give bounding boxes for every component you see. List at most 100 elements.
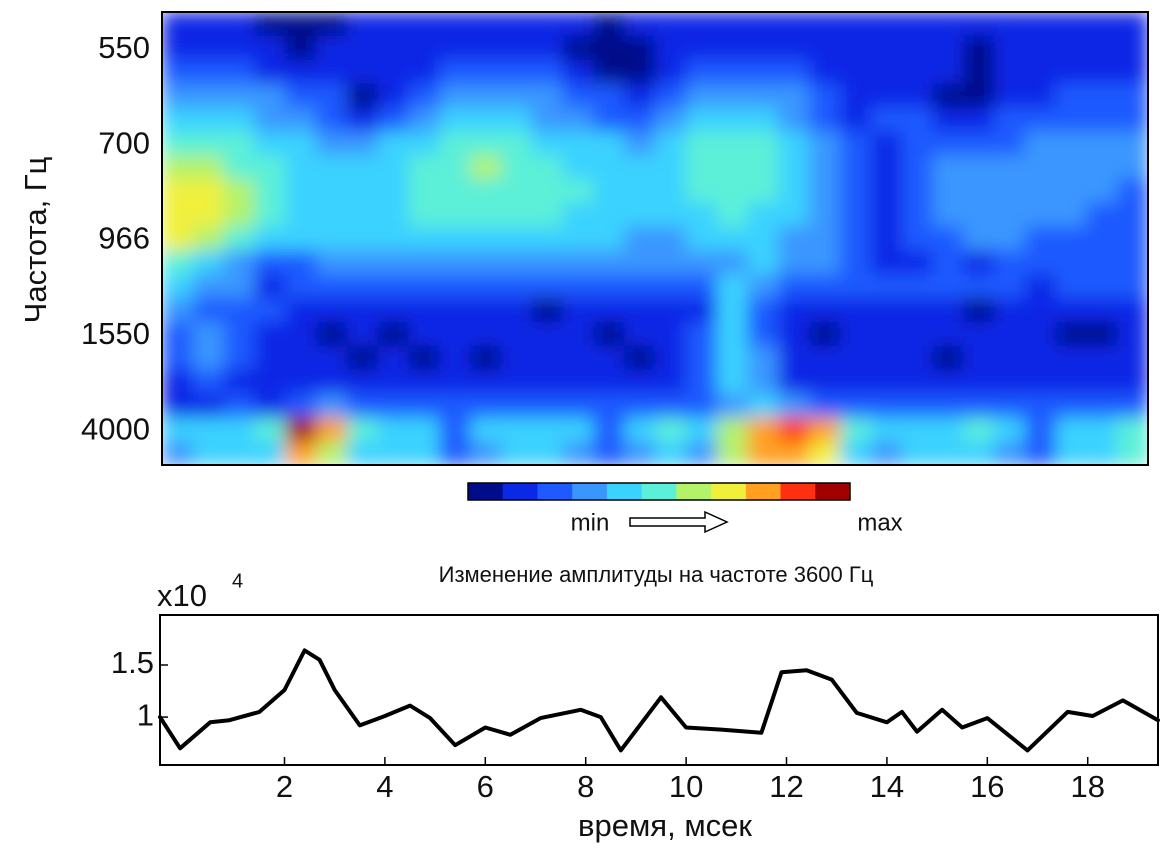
heatmap-cell xyxy=(993,441,1026,465)
heatmap-cell xyxy=(747,298,779,323)
heatmap-cell xyxy=(500,226,533,252)
heatmap-cell xyxy=(531,274,564,299)
heatmap-cell xyxy=(593,298,625,323)
heatmap-cell xyxy=(870,417,903,442)
heatmap-cell xyxy=(1117,226,1148,252)
colorbar-min: min xyxy=(571,509,610,536)
heatmap-cell xyxy=(747,393,779,418)
heatmap-cell xyxy=(839,369,872,395)
heatmap-cell xyxy=(531,345,564,371)
heatmap-cell xyxy=(192,345,225,371)
heatmap-cell xyxy=(192,393,225,418)
heatmap-cell xyxy=(316,83,348,108)
heatmap-cell xyxy=(1024,131,1057,156)
heatmap-cell xyxy=(316,369,348,395)
heatmap-cell xyxy=(500,345,533,371)
heatmap-cell xyxy=(1117,107,1148,132)
heatmap-cell xyxy=(346,59,379,85)
heatmap-cell xyxy=(901,12,933,37)
heatmap-cell xyxy=(593,441,625,465)
heatmap-cell xyxy=(778,250,810,275)
heatmap-cell xyxy=(223,83,256,108)
heatmap-cell xyxy=(809,321,841,347)
heatmap-cell xyxy=(377,59,410,85)
heatmap-cell xyxy=(316,226,348,252)
heatmap-cell xyxy=(408,107,440,132)
heatmap-cell xyxy=(223,417,256,442)
heatmap-cell xyxy=(1117,321,1148,347)
heatmap-cell xyxy=(254,131,286,156)
heatmap-cell xyxy=(993,298,1026,323)
heatmap-cell xyxy=(593,59,625,85)
heatmap-cell xyxy=(870,441,903,465)
heatmap-cell xyxy=(285,298,317,323)
heatmap-cell xyxy=(932,178,964,204)
colorbar-max: max xyxy=(857,509,902,536)
heatmap-cell xyxy=(192,250,225,275)
heatmap-cell xyxy=(192,226,225,252)
heatmap-cell xyxy=(500,298,533,323)
heatmap-cell xyxy=(346,369,379,395)
heatmap-cell xyxy=(346,441,379,465)
heatmap-cell xyxy=(716,35,749,61)
heatmap-cell xyxy=(254,12,286,37)
heatmap-cell xyxy=(285,417,317,442)
heatmap-cell xyxy=(408,35,440,61)
heatmap-cell xyxy=(346,250,379,275)
heatmap-cell xyxy=(285,321,317,347)
heatmap-cell xyxy=(1117,393,1148,418)
heatmap-cell xyxy=(316,178,348,204)
heatmap-cell xyxy=(562,321,594,347)
heatmap-cell xyxy=(285,274,317,299)
heatmap-cell xyxy=(993,59,1026,85)
heatmap-cell xyxy=(747,83,779,108)
heatmap-cell xyxy=(932,274,964,299)
heatmap-cell xyxy=(1055,345,1087,371)
heatmap-cell xyxy=(285,83,317,108)
heatmap-cell xyxy=(500,178,533,204)
heatmap-cell xyxy=(901,298,933,323)
heatmap-cell xyxy=(1117,131,1148,156)
heatmap-cell xyxy=(809,369,841,395)
y-tick-label: 700 xyxy=(98,125,150,160)
heatmap-cell xyxy=(470,35,502,61)
heatmap-cell xyxy=(1055,35,1087,61)
heatmap-cell xyxy=(624,83,656,108)
heatmap-cell xyxy=(377,345,410,371)
heatmap-cell xyxy=(993,35,1026,61)
heatmap-cell xyxy=(439,441,471,465)
heatmap-cell xyxy=(316,131,348,156)
heatmap-cell xyxy=(531,369,564,395)
line-frame xyxy=(159,614,1159,766)
heatmap-cell xyxy=(500,274,533,299)
heatmap-cell xyxy=(377,393,410,418)
heatmap-cell xyxy=(901,155,933,180)
heatmap-cell xyxy=(192,441,225,465)
heatmap-cell xyxy=(162,12,194,37)
heatmap-cell xyxy=(655,202,687,228)
heatmap-cell xyxy=(624,226,656,252)
heatmap-cell xyxy=(1024,250,1057,275)
heatmap-cell xyxy=(316,345,348,371)
heatmap-cell xyxy=(162,83,194,108)
heatmap-cell xyxy=(932,369,964,395)
heatmap-cell xyxy=(778,417,810,442)
heatmap-cell xyxy=(500,321,533,347)
heatmap-cell xyxy=(716,59,749,85)
heatmap-cell xyxy=(901,107,933,132)
heatmap-cell xyxy=(1086,59,1118,85)
heatmap-cell xyxy=(963,35,995,61)
heatmap-cell xyxy=(285,393,317,418)
heatmap-cell xyxy=(870,83,903,108)
heatmap xyxy=(162,12,1148,465)
heatmap-cell xyxy=(285,250,317,275)
heatmap-cell xyxy=(346,345,379,371)
heatmap-cell xyxy=(839,12,872,37)
heatmap-cell xyxy=(778,274,810,299)
heatmap-cell xyxy=(747,35,779,61)
heatmap-cell xyxy=(470,298,502,323)
heatmap-cell xyxy=(809,83,841,108)
heatmap-cell xyxy=(562,226,594,252)
heatmap-cell xyxy=(285,369,317,395)
